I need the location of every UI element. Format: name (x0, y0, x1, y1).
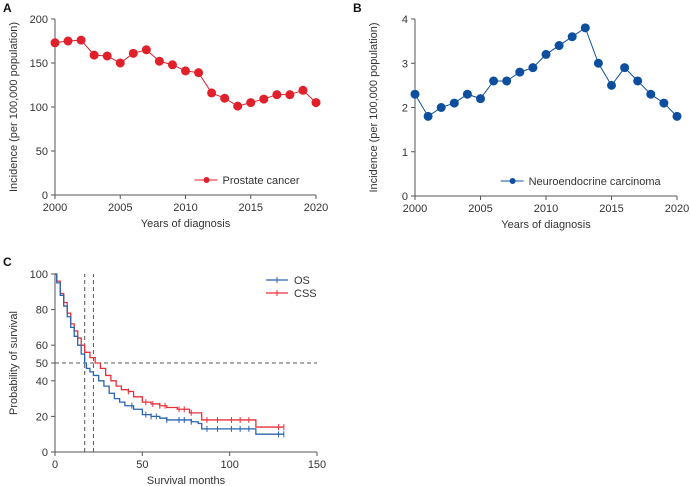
y-tick-label: 100 (30, 102, 48, 114)
data-point (181, 66, 190, 76)
x-tick-label: 0 (52, 459, 58, 471)
y-tick-label: 0 (42, 190, 48, 202)
legend-label: Neuroendocrine carcinoma (529, 176, 662, 188)
x-tick-label: 2015 (599, 203, 623, 215)
y-tick-label: 4 (402, 14, 408, 26)
y-tick-label: 50 (36, 358, 48, 370)
data-point (580, 23, 590, 33)
data-point (50, 38, 60, 48)
x-tick-label: 2000 (403, 203, 427, 215)
legend-marker (509, 178, 516, 184)
x-tick-label: 2000 (43, 202, 67, 214)
x-tick-label: 2005 (108, 202, 132, 214)
data-point (489, 76, 499, 86)
x-axis-title: Survival months (147, 475, 226, 486)
data-point (528, 63, 538, 73)
y-tick-label: 3 (402, 58, 408, 70)
y-tick-label: 2 (402, 103, 408, 115)
y-tick-label: 100 (30, 269, 48, 281)
y-tick-label: 1 (402, 147, 408, 159)
data-point (115, 58, 125, 68)
data-point (102, 51, 112, 61)
data-point (89, 50, 99, 60)
data-point (76, 35, 86, 45)
y-axis-title: Incidence (per 100,000 population) (8, 22, 20, 192)
y-tick-label: 0 (402, 191, 408, 203)
data-point (476, 94, 485, 104)
y-axis-title: Incidence (per 100,000 population) (368, 22, 380, 192)
y-tick-label: 60 (36, 340, 48, 352)
x-axis-title: Years of diagnosis (141, 218, 231, 230)
y-tick-label: 20 (36, 411, 48, 423)
data-point (167, 60, 177, 70)
data-point (633, 76, 643, 86)
y-tick-label: 50 (36, 146, 48, 158)
data-point (620, 63, 630, 73)
y-tick-label: 200 (30, 14, 48, 26)
data-point (141, 45, 151, 55)
x-tick-label: 100 (220, 459, 238, 471)
y-tick-label: 40 (36, 376, 48, 388)
y-tick-label: 80 (36, 305, 48, 317)
panel-label: B (353, 1, 362, 15)
data-point (220, 93, 230, 103)
x-tick-label: 2020 (304, 202, 328, 214)
data-point (659, 98, 669, 108)
data-point (410, 89, 420, 99)
data-point (567, 32, 577, 42)
y-axis-title: Probability of survival (8, 311, 20, 415)
legend-label-css: CSS (294, 288, 317, 300)
data-point (272, 90, 282, 100)
panel-label: C (3, 255, 12, 269)
data-point (311, 98, 321, 108)
x-tick-label: 2020 (665, 203, 689, 215)
data-point (436, 103, 446, 112)
panel-label: A (3, 1, 12, 15)
y-tick-label: 150 (30, 58, 48, 70)
data-point (541, 49, 551, 59)
data-point (672, 111, 682, 121)
data-point (259, 94, 269, 104)
chart-panel-a: A 0 50 100 150 200 2000 2005 2010 2015 2020 Years o… (3, 1, 328, 230)
chart-panel-b: B 0 1 2 3 4 2000 2005 2010 2015 2020 Years of diagn… (353, 1, 689, 231)
legend-label: Prostate cancer (223, 175, 300, 187)
data-point (607, 80, 616, 90)
x-tick-label: 2015 (239, 202, 263, 214)
y-tick-label: 0 (42, 447, 48, 459)
data-point (246, 98, 256, 108)
legend-marker (203, 177, 210, 183)
x-axis-title: Years of diagnosis (501, 219, 591, 231)
data-point (449, 98, 459, 108)
data-point (194, 68, 204, 78)
data-point (298, 85, 308, 95)
data-point (515, 67, 525, 77)
chart-panel-c: C 0 20 40 50 60 80 100 0 50 100 150 Survival months P… (3, 255, 326, 486)
data-point (63, 36, 73, 46)
data-point (462, 89, 472, 99)
x-tick-label: 2005 (468, 203, 492, 215)
data-point (593, 58, 603, 68)
legend-label-os: OS (294, 275, 310, 287)
survival-curve-os (55, 273, 284, 435)
data-point (502, 76, 512, 86)
data-point (423, 111, 433, 121)
x-tick-label: 2010 (173, 202, 197, 214)
data-point (285, 90, 295, 100)
data-point (646, 89, 656, 99)
data-point (233, 101, 243, 111)
x-tick-label: 2010 (534, 203, 558, 215)
x-tick-label: 50 (136, 459, 148, 471)
data-point (554, 41, 564, 51)
survival-curve-css (55, 273, 284, 428)
data-point (128, 48, 138, 58)
data-point (207, 88, 217, 98)
data-point (154, 56, 164, 66)
x-tick-label: 150 (308, 459, 326, 471)
